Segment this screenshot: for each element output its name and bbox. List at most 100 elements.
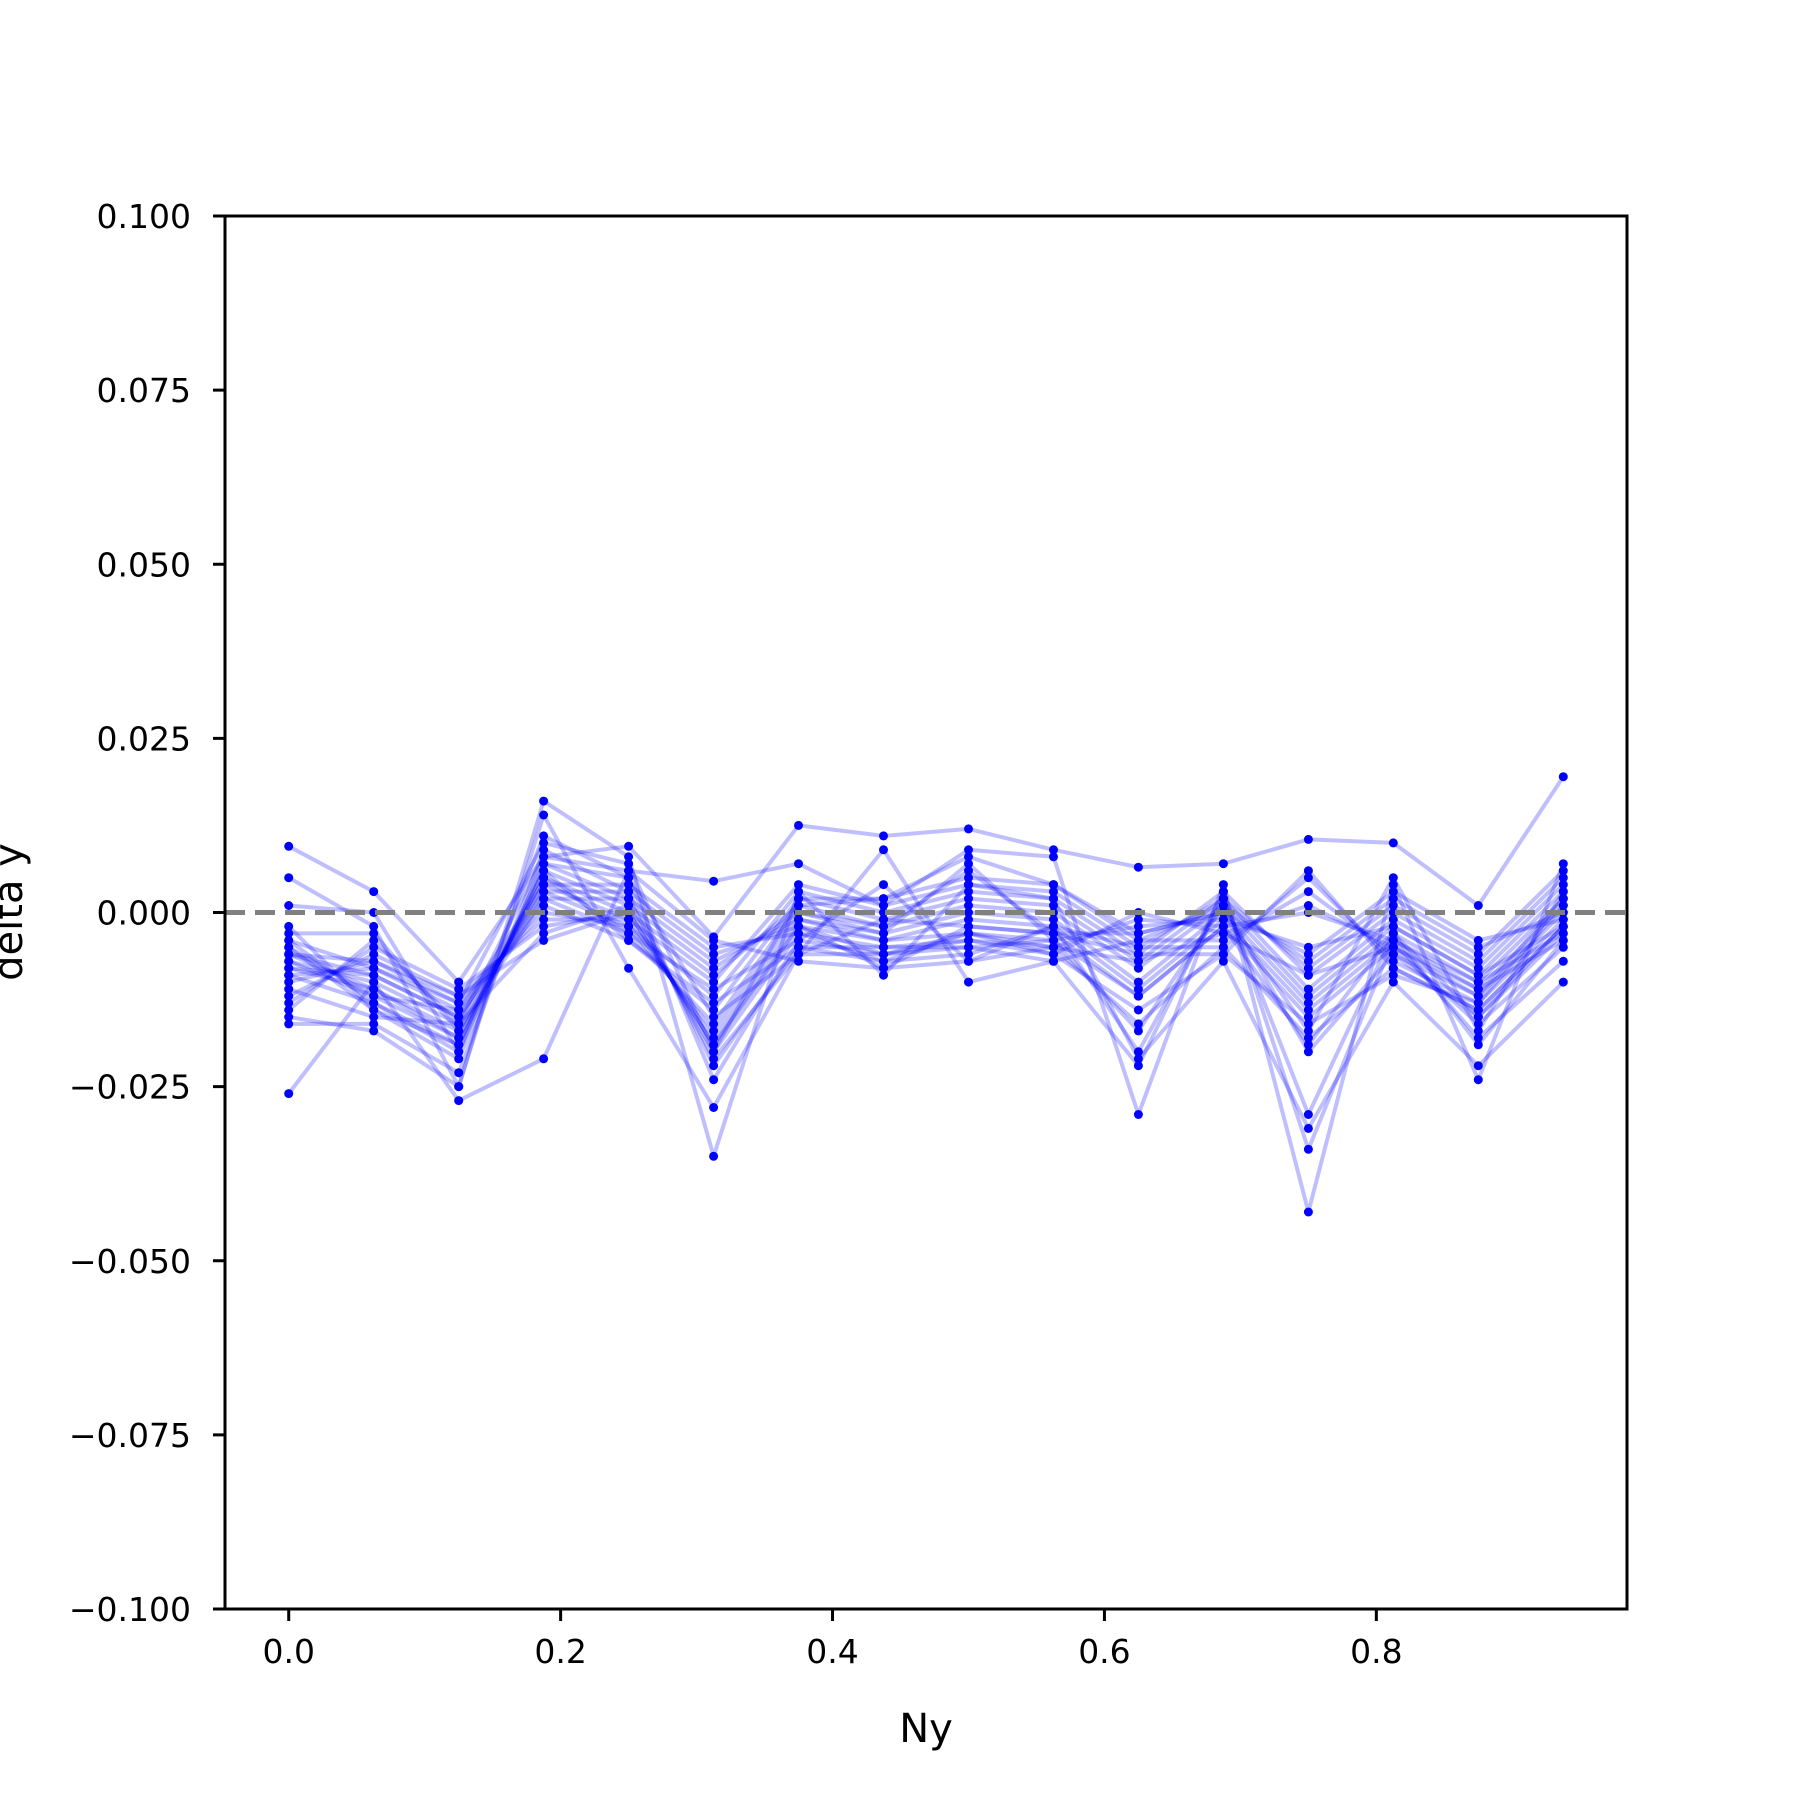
data-point: [539, 852, 549, 862]
data-point: [1388, 970, 1398, 980]
data-point: [1133, 991, 1143, 1001]
data-point: [1303, 984, 1313, 994]
data-point: [1473, 901, 1483, 910]
series-line: [288, 854, 1565, 1026]
data-point: [964, 873, 973, 883]
data-point: [879, 901, 888, 910]
data-point: [964, 894, 973, 904]
data-point: [879, 949, 888, 959]
data-point: [709, 970, 719, 980]
data-point: [1303, 1144, 1313, 1154]
data-point: [624, 873, 634, 883]
data-point: [964, 942, 973, 952]
data-point: [1218, 921, 1228, 931]
data-point: [879, 831, 888, 841]
data-point: [539, 887, 549, 897]
data-point: [454, 1040, 464, 1050]
series-line: [288, 840, 1566, 1054]
series-line: [287, 875, 1565, 1047]
data-point: [1473, 998, 1483, 1008]
data-point: [1218, 928, 1228, 938]
data-point: [539, 928, 549, 938]
series-line: [288, 883, 1565, 1012]
data-point: [1133, 956, 1143, 966]
data-point: [1049, 915, 1058, 924]
data-point: [964, 935, 973, 945]
data-point: [1133, 1054, 1143, 1064]
data-point: [284, 998, 294, 1008]
data-point: [624, 921, 634, 931]
data-point: [794, 820, 803, 830]
data-point: [1388, 901, 1398, 910]
data-point: [1303, 956, 1313, 966]
data-point: [964, 824, 973, 834]
data-point: [1558, 772, 1568, 782]
data-point: [1388, 915, 1398, 924]
data-point: [879, 942, 888, 952]
data-point: [1558, 921, 1568, 931]
data-point: [1218, 935, 1228, 945]
data-point: [1049, 845, 1058, 855]
data-point: [284, 1089, 294, 1099]
data-point: [1218, 880, 1228, 890]
data-point: [964, 908, 973, 917]
data-point: [1218, 887, 1228, 897]
data-point: [964, 928, 973, 938]
data-point: [709, 1061, 719, 1071]
data-point: [1303, 949, 1313, 959]
data-point: [539, 880, 549, 890]
data-point: [794, 949, 803, 959]
data-point: [454, 1033, 464, 1043]
data-point: [1558, 901, 1568, 910]
data-point: [369, 963, 379, 973]
series-line: [287, 882, 1565, 1012]
data-point: [454, 998, 464, 1008]
data-point: [454, 1068, 464, 1078]
data-point: [1388, 887, 1398, 897]
data-point: [454, 984, 464, 994]
data-point: [454, 1026, 464, 1036]
x-axis-label: Ny: [899, 1706, 953, 1752]
data-point: [1133, 1110, 1143, 1119]
data-point: [794, 894, 803, 904]
x-tick-label: 0.6: [1078, 1632, 1130, 1671]
data-point: [284, 901, 294, 910]
data-point: [709, 935, 719, 945]
data-point: [1473, 1075, 1483, 1085]
data-point: [1388, 935, 1398, 945]
data-point: [709, 991, 719, 1001]
data-point: [794, 956, 803, 966]
x-tick-label: 0.0: [262, 1632, 314, 1671]
data-point: [1558, 935, 1568, 945]
data-point: [369, 1012, 379, 1022]
data-point: [709, 949, 719, 959]
data-point: [1303, 970, 1313, 980]
data-point: [1388, 977, 1398, 987]
data-point: [1133, 977, 1143, 987]
data-point: [1133, 984, 1143, 994]
data-point: [284, 991, 294, 1001]
data-point: [709, 1054, 719, 1064]
data-point: [454, 977, 464, 987]
data-point: [1303, 1047, 1313, 1057]
data-point: [1133, 942, 1143, 952]
data-point: [1388, 949, 1398, 959]
series-line: [288, 861, 1565, 1054]
data-point: [794, 935, 803, 945]
data-point: [1388, 838, 1398, 848]
data-point: [539, 859, 549, 869]
data-point: [1388, 942, 1398, 952]
data-point: [369, 1005, 379, 1015]
data-point: [879, 956, 888, 966]
data-point: [284, 921, 294, 931]
data-point: [1303, 1033, 1313, 1043]
data-point: [624, 866, 634, 876]
data-point: [284, 935, 294, 945]
data-point: [369, 921, 379, 931]
data-point: [1133, 1026, 1143, 1036]
data-point: [964, 845, 973, 855]
data-point: [454, 991, 464, 1001]
series-line: [287, 875, 1565, 1005]
data-point: [1473, 1061, 1483, 1071]
data-point: [794, 880, 803, 890]
